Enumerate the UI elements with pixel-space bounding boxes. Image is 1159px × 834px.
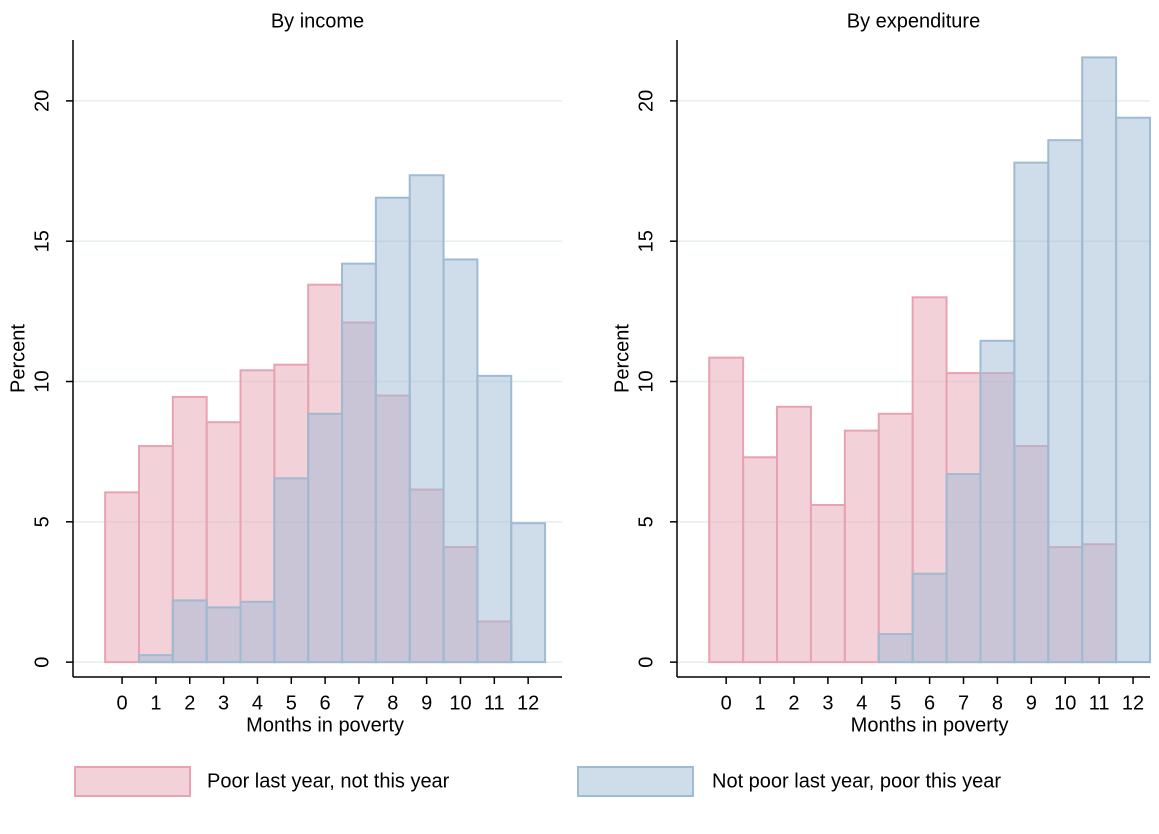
x-tick-label: 2 — [184, 692, 195, 714]
x-tick-label: 8 — [387, 692, 398, 714]
bar — [877, 633, 914, 664]
x-tick-label: 4 — [252, 692, 263, 714]
y-axis-label: Percent — [611, 324, 633, 393]
x-tick-label: 10 — [1054, 692, 1076, 714]
x-axis-label: Months in poverty — [246, 714, 404, 736]
bar — [307, 412, 344, 664]
bar — [979, 339, 1016, 664]
legend-label: Not poor last year, poor this year — [712, 770, 1001, 792]
bar — [1013, 161, 1050, 664]
x-tick-label: 1 — [150, 692, 161, 714]
x-tick-label: 12 — [1122, 692, 1144, 714]
x-tick-label: 5 — [890, 692, 901, 714]
x-tick-label: 9 — [1026, 692, 1037, 714]
y-tick-label: 20 — [31, 90, 53, 112]
bar — [442, 258, 479, 664]
legend-swatch — [577, 766, 694, 797]
chart-title: By income — [271, 10, 364, 32]
bar — [1115, 116, 1151, 664]
bar — [137, 445, 174, 664]
bar — [476, 374, 513, 664]
x-tick-label: 5 — [286, 692, 297, 714]
x-tick-label: 0 — [117, 692, 128, 714]
bar — [239, 600, 276, 664]
x-tick-label: 10 — [449, 692, 471, 714]
bar — [911, 572, 948, 664]
bar — [273, 477, 310, 664]
bar — [776, 405, 812, 664]
bar — [945, 473, 982, 664]
bar — [708, 356, 745, 664]
x-tick-label: 0 — [721, 692, 732, 714]
bar — [408, 174, 445, 664]
y-tick-label: 0 — [635, 657, 657, 668]
bar — [843, 429, 880, 664]
bar — [1081, 56, 1118, 664]
y-axis-label: Percent — [7, 324, 29, 393]
bar — [205, 606, 242, 664]
y-tick-label: 0 — [31, 657, 53, 668]
y-tick-label: 15 — [31, 230, 53, 252]
y-tick-label: 10 — [635, 370, 657, 392]
chart-title: By expenditure — [847, 10, 980, 32]
x-tick-label: 11 — [1089, 692, 1110, 714]
bar — [341, 262, 377, 664]
y-tick-label: 15 — [635, 230, 657, 252]
x-tick-label: 6 — [320, 692, 331, 714]
bar — [1047, 139, 1084, 664]
x-tick-label: 1 — [755, 692, 766, 714]
x-tick-label: 11 — [484, 692, 505, 714]
bar — [104, 491, 140, 664]
bar — [171, 599, 208, 664]
y-tick-label: 5 — [635, 516, 657, 527]
x-tick-label: 7 — [958, 692, 969, 714]
y-tick-label: 20 — [635, 90, 657, 112]
y-tick-label: 10 — [31, 370, 53, 392]
x-tick-label: 4 — [856, 692, 867, 714]
x-tick-label: 9 — [421, 692, 432, 714]
x-tick-label: 8 — [992, 692, 1003, 714]
bar — [877, 412, 914, 664]
x-tick-label: 2 — [788, 692, 799, 714]
x-tick-label: 6 — [924, 692, 935, 714]
legend-label: Poor last year, not this year — [207, 770, 450, 792]
bar — [137, 654, 174, 664]
legend-swatch — [74, 766, 191, 797]
y-tick-label: 5 — [31, 516, 53, 527]
bar — [510, 522, 547, 664]
x-axis-label: Months in poverty — [851, 714, 1009, 736]
bar — [809, 503, 846, 664]
bar — [374, 196, 411, 664]
x-tick-label: 3 — [822, 692, 833, 714]
bar — [742, 456, 779, 664]
x-tick-label: 7 — [353, 692, 364, 714]
x-tick-label: 3 — [218, 692, 229, 714]
x-tick-label: 12 — [517, 692, 539, 714]
